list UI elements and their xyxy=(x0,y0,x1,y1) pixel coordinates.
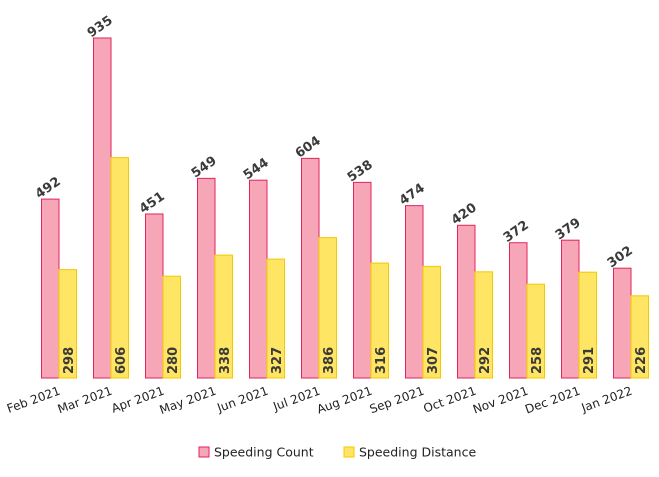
bar-speeding-distance xyxy=(630,295,649,379)
bar-speeding-distance xyxy=(162,275,181,379)
x-tick-label: Apr 2021 xyxy=(109,384,166,416)
x-tick-label: Jun 2021 xyxy=(214,384,270,416)
data-label-speeding-count: 372 xyxy=(501,218,532,246)
bar-speeding-count xyxy=(561,239,580,379)
x-tick-label: Jan 2022 xyxy=(579,384,634,416)
bar-speeding-count xyxy=(405,205,424,379)
bar-speeding-distance xyxy=(578,271,597,379)
legend-swatch-speeding-count xyxy=(198,446,210,458)
data-label-speeding-count: 474 xyxy=(397,181,428,209)
x-tick-label: May 2021 xyxy=(158,384,218,417)
data-label-speeding-distance: 606 xyxy=(114,347,129,374)
bar-speeding-count xyxy=(509,242,528,379)
legend-label-speeding-distance: Speeding Distance xyxy=(359,445,476,460)
bar-speeding-distance xyxy=(370,262,389,379)
data-label-speeding-count: 538 xyxy=(345,158,376,186)
data-label-speeding-distance: 298 xyxy=(62,347,77,374)
bar-speeding-distance xyxy=(474,271,493,379)
data-label-speeding-count: 935 xyxy=(85,13,116,41)
data-label-speeding-count: 379 xyxy=(553,215,584,243)
bar-speeding-count xyxy=(301,157,320,379)
bar-speeding-distance xyxy=(58,269,77,379)
data-label-speeding-distance: 327 xyxy=(270,347,285,374)
data-label-speeding-distance: 307 xyxy=(426,347,441,374)
bar-speeding-distance xyxy=(214,254,233,379)
bar-speeding-count xyxy=(197,177,216,379)
bar-speeding-count xyxy=(93,37,112,379)
data-label-speeding-count: 451 xyxy=(137,189,168,217)
data-label-speeding-distance: 291 xyxy=(582,347,597,374)
x-tick-label: Oct 2021 xyxy=(421,384,478,416)
x-tick-label: Aug 2021 xyxy=(315,384,374,417)
x-tick-label: Nov 2021 xyxy=(471,384,530,417)
bar-speeding-count xyxy=(41,198,60,379)
legend-swatch-speeding-distance xyxy=(343,446,355,458)
data-label-speeding-distance: 386 xyxy=(322,347,337,374)
x-tick-label: Dec 2021 xyxy=(523,384,582,417)
data-label-speeding-distance: 338 xyxy=(218,347,233,374)
data-label-speeding-distance: 292 xyxy=(478,347,493,374)
x-tick-label: Sep 2021 xyxy=(368,384,426,417)
bar-speeding-count xyxy=(613,267,632,379)
data-label-speeding-count: 302 xyxy=(605,243,636,271)
bar-speeding-count xyxy=(249,179,268,379)
bar-speeding-distance xyxy=(266,258,285,379)
x-tick-label: Mar 2021 xyxy=(56,384,114,417)
data-label-speeding-distance: 226 xyxy=(634,347,649,374)
bar-speeding-distance xyxy=(110,157,129,379)
bar-speeding-count xyxy=(145,213,164,379)
data-label-speeding-count: 544 xyxy=(241,155,272,183)
bar-speeding-count xyxy=(353,181,372,379)
data-label-speeding-count: 604 xyxy=(293,134,324,162)
legend-label-speeding-count: Speeding Count xyxy=(214,445,314,460)
x-tick-label: Feb 2021 xyxy=(5,384,62,416)
x-tick-label: Jul 2021 xyxy=(270,384,322,414)
bar-speeding-distance xyxy=(526,283,545,379)
data-label-speeding-distance: 316 xyxy=(374,347,389,374)
bar-speeding-count xyxy=(457,224,476,379)
data-label-speeding-count: 492 xyxy=(33,174,64,202)
data-label-speeding-count: 420 xyxy=(449,200,480,228)
data-label-speeding-distance: 280 xyxy=(166,347,181,374)
bar-speeding-distance xyxy=(318,237,337,379)
data-label-speeding-count: 549 xyxy=(189,154,220,182)
data-label-speeding-distance: 258 xyxy=(530,347,545,374)
bar-speeding-distance xyxy=(422,265,441,379)
